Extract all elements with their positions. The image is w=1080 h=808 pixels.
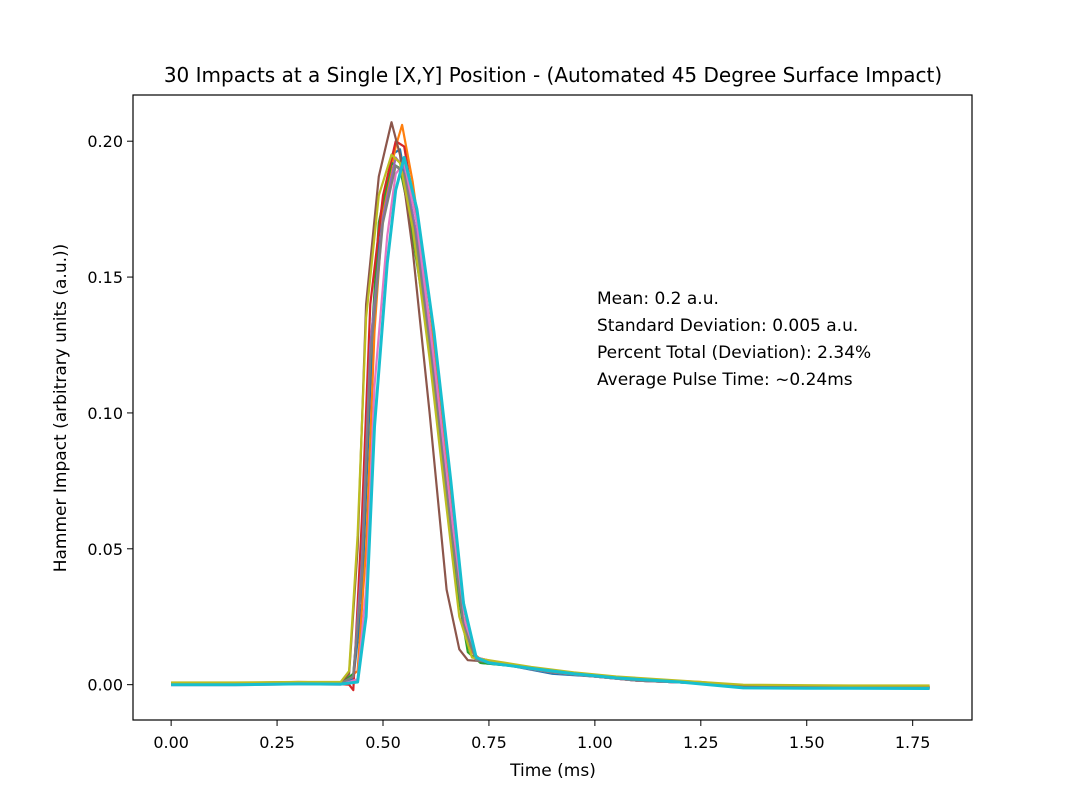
y-tick-label-2: 0.10 (87, 404, 123, 423)
x-tick-label-0: 0.00 (153, 733, 189, 752)
annotation-percent-deviation: Percent Total (Deviation): 2.34% (597, 343, 871, 363)
annotation-mean: Mean: 0.2 a.u. (597, 289, 719, 309)
series-line-2 (171, 123, 930, 688)
y-axis: 0.00 0.05 0.10 0.15 0.20 (87, 132, 133, 695)
x-tick-label-5: 1.25 (683, 733, 719, 752)
y-tick-label-1: 0.05 (87, 540, 123, 559)
series-line-5 (171, 156, 930, 689)
series-line-4 (171, 140, 930, 692)
x-axis: 0.00 0.25 0.50 0.75 1.00 1.25 1.50 1.75 (153, 720, 930, 752)
series-line-10 (171, 156, 930, 690)
x-tick-label-6: 1.50 (789, 733, 825, 752)
x-tick-label-3: 0.75 (471, 733, 507, 752)
x-axis-label: Time (ms) (509, 761, 596, 781)
stats-annotation: Mean: 0.2 a.u. Standard Deviation: 0.005… (597, 289, 871, 390)
annotation-std-dev: Standard Deviation: 0.005 a.u. (597, 316, 858, 336)
x-tick-label-4: 1.00 (577, 733, 613, 752)
annotation-pulse-time: Average Pulse Time: ~0.24ms (597, 370, 853, 390)
series-line-9 (171, 153, 930, 687)
series-line-8 (171, 164, 930, 689)
series-line-7 (171, 161, 930, 690)
chart-title: 30 Impacts at a Single [X,Y] Position - … (164, 63, 942, 87)
x-tick-label-7: 1.75 (895, 733, 931, 752)
plot-frame (132, 94, 973, 721)
y-tick-label-4: 0.20 (87, 132, 123, 151)
y-axis-label: Hammer Impact (arbitrary units (a.u.)) (51, 244, 71, 573)
series-line-1 (171, 148, 930, 690)
y-tick-label-3: 0.15 (87, 268, 123, 287)
series-line-6 (171, 121, 930, 688)
x-tick-label-1: 0.25 (259, 733, 295, 752)
series-line-3 (171, 161, 930, 689)
x-tick-label-2: 0.50 (365, 733, 401, 752)
y-tick-label-0: 0.00 (87, 676, 123, 695)
series-layer (171, 121, 930, 692)
